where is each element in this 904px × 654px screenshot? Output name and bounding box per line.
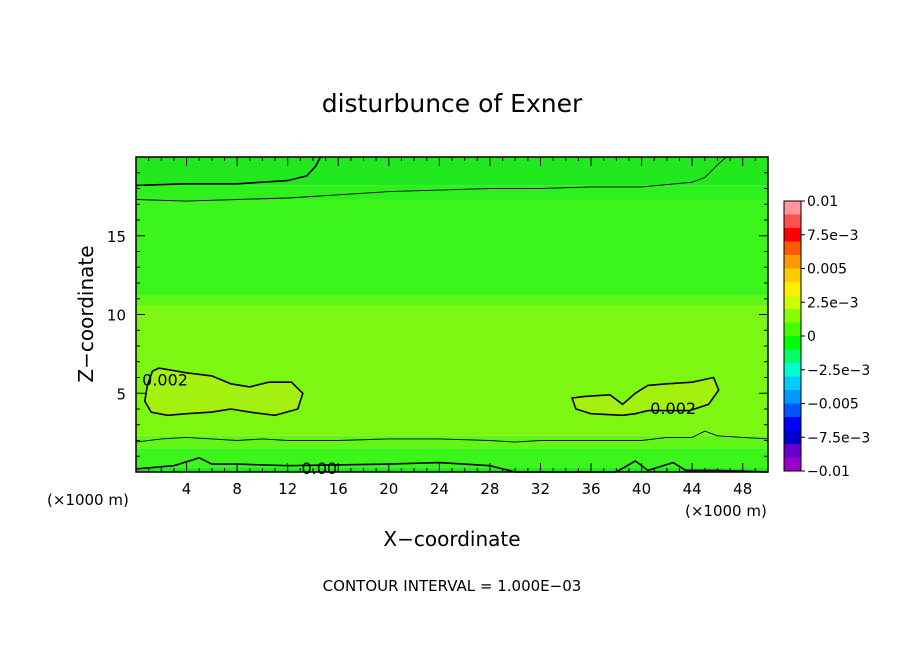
y-tick-label: 10 [107, 307, 126, 325]
contour-label-1: 0.002 [650, 399, 696, 418]
contour-band-3 [136, 305, 768, 436]
colorbar-label-8: −0.01 [807, 464, 850, 480]
x-tick-label: 24 [430, 480, 449, 498]
colorbar-label-6: −0.005 [807, 397, 859, 413]
contour-lines [135, 156, 769, 473]
contour-labels: 0.002 0.002 0.00 [142, 371, 696, 478]
contour-band-5 [136, 199, 768, 296]
colorbar-label-7: −7.5e−3 [807, 430, 870, 446]
colorbar-swatch-3 [784, 241, 801, 256]
x-tick-label: 48 [733, 480, 752, 498]
x-tick-label: 16 [329, 480, 348, 498]
colorbar-swatch-13 [784, 376, 801, 391]
contour-line-4 [135, 156, 322, 187]
colorbar-swatch-11 [784, 349, 801, 364]
colorbar-swatch-2 [784, 228, 801, 242]
y-axis-ticks: 5 10 15 [107, 156, 768, 473]
colorbar-swatch-17 [784, 430, 801, 445]
x-tick-label: 8 [232, 480, 242, 498]
contour-band-2 [136, 435, 768, 449]
colorbar-swatch-10 [784, 336, 801, 350]
contour-band-6 [136, 185, 768, 200]
y-axis-label: Z−coordinate [74, 245, 98, 382]
x-axis-unit: (×1000 m) [685, 502, 767, 520]
colorbar-label-5: −2.5e−3 [807, 363, 870, 379]
x-tick-label: 4 [182, 480, 192, 498]
contour-line-0 [143, 367, 304, 417]
x-tick-label: 12 [278, 480, 297, 498]
colorbar-swatch-5 [784, 268, 801, 283]
y-tick-label: 5 [116, 385, 126, 403]
contour-label-0: 0.002 [142, 371, 188, 390]
colorbar-label-1: 7.5e−3 [807, 228, 859, 244]
x-axis-ticks: 4 8 12 16 20 24 28 32 36 40 44 48 [135, 157, 769, 498]
x-axis-label: X−coordinate [383, 527, 520, 551]
colorbar-swatch-4 [784, 255, 801, 269]
contour-band-4 [136, 295, 768, 306]
chart-title: disturbunce of Exner [322, 89, 583, 118]
colorbar-swatch-16 [784, 417, 801, 431]
colorbar-swatch-15 [784, 403, 801, 418]
y-tick-label: 15 [107, 228, 126, 246]
x-tick-label: 28 [480, 480, 499, 498]
contour-line-3 [135, 156, 727, 202]
colorbar-swatch-19 [784, 457, 801, 472]
colorbar-label-3: 2.5e−3 [807, 295, 859, 311]
colorbar-swatch-14 [784, 390, 801, 404]
x-tick-label: 36 [581, 480, 600, 498]
x-tick-label: 20 [379, 480, 398, 498]
contour-band-1 [136, 448, 768, 469]
contour-line-1 [571, 376, 720, 417]
x-tick-label: 44 [683, 480, 702, 498]
colorbar-label-2: 0.005 [807, 262, 847, 278]
contour-line-2 [135, 430, 769, 443]
colorbar-swatch-8 [784, 309, 801, 323]
colorbar-swatch-7 [784, 295, 801, 310]
colorbar-swatch-1 [784, 214, 801, 229]
x-tick-label: 40 [632, 480, 651, 498]
colorbar-label-4: 0 [807, 329, 816, 345]
colorbar-swatch-9 [784, 322, 801, 337]
contour-label-2: 0.00 [301, 459, 337, 478]
colorbar-swatch-18 [784, 444, 801, 458]
colorbar-swatch-12 [784, 363, 801, 377]
colorbar-swatch-0 [784, 201, 801, 215]
contour-band-7 [136, 157, 768, 186]
colorbar-swatch-6 [784, 282, 801, 296]
x-tick-label: 32 [531, 480, 550, 498]
colorbar-label-0: 0.01 [807, 194, 838, 210]
contour-fill-bands [136, 157, 768, 472]
y-axis-unit: (×1000 m) [47, 491, 129, 509]
contour-interval-footer: CONTOUR INTERVAL = 1.000E−03 [323, 577, 582, 595]
colorbar: 0.01 7.5e−3 0.005 2.5e−3 0 −2.5e−3 −0.005 −7.5e… [783, 194, 870, 480]
